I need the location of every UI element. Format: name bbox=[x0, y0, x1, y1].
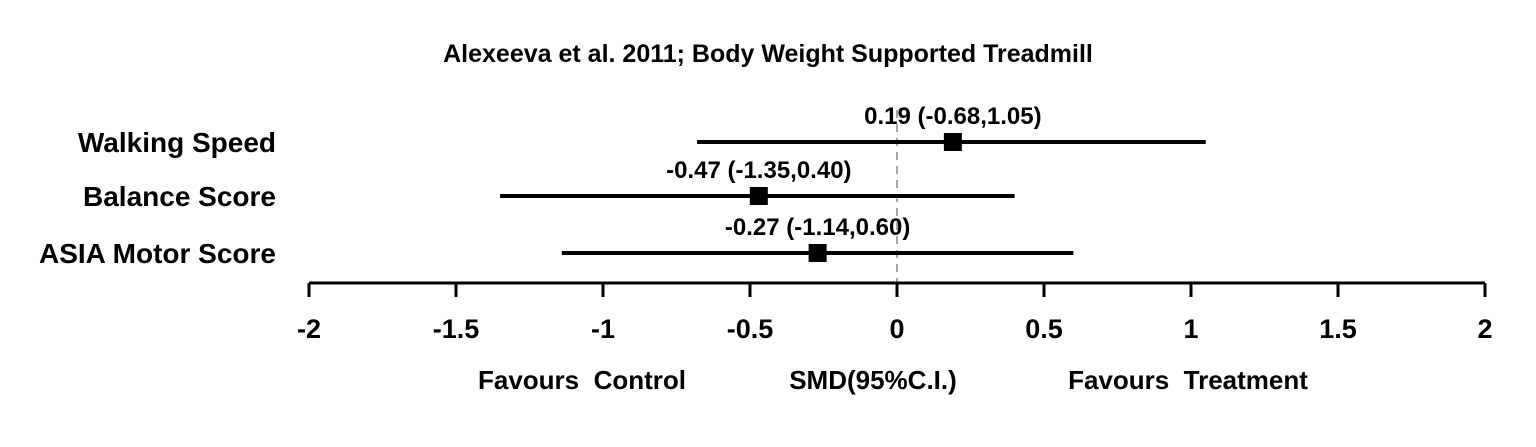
row-label: Walking Speed bbox=[78, 127, 276, 158]
favours-control-label: Favours Control bbox=[478, 365, 686, 395]
x-tick-label: 1.5 bbox=[1319, 314, 1357, 344]
plot-area: -2 -1.5 -1 -0.5 0 0.5 1 1.5 2 Walking Speed 0.19 (… bbox=[39, 103, 1493, 344]
x-tick-label: -0.5 bbox=[727, 314, 774, 344]
estimate-annotation: 0.19 (-0.68,1.05) bbox=[864, 103, 1041, 130]
point-estimate-marker bbox=[749, 187, 768, 205]
row-label: ASIA Motor Score bbox=[39, 238, 276, 269]
estimate-annotation: -0.27 (-1.14,0.60) bbox=[725, 214, 910, 241]
x-tick-label: 2 bbox=[1477, 314, 1492, 344]
x-tick-label: 0.5 bbox=[1025, 314, 1063, 344]
x-tick-label: 1 bbox=[1183, 314, 1198, 344]
x-tick-label: 0 bbox=[889, 314, 904, 344]
x-tick-label: -1.5 bbox=[433, 314, 480, 344]
point-estimate-marker bbox=[943, 133, 962, 151]
x-tick-label: -1 bbox=[591, 314, 615, 344]
point-estimate-marker bbox=[808, 244, 827, 262]
chart-title: Alexeeva et al. 2011; Body Weight Suppor… bbox=[443, 40, 1093, 68]
row-label: Balance Score bbox=[83, 181, 276, 212]
x-tick-label: -2 bbox=[297, 314, 321, 344]
favours-treatment-label: Favours Treatment bbox=[1068, 365, 1308, 395]
x-axis-label: SMD(95%C.I.) bbox=[789, 365, 957, 395]
estimate-annotation: -0.47 (-1.35,0.40) bbox=[666, 157, 851, 184]
